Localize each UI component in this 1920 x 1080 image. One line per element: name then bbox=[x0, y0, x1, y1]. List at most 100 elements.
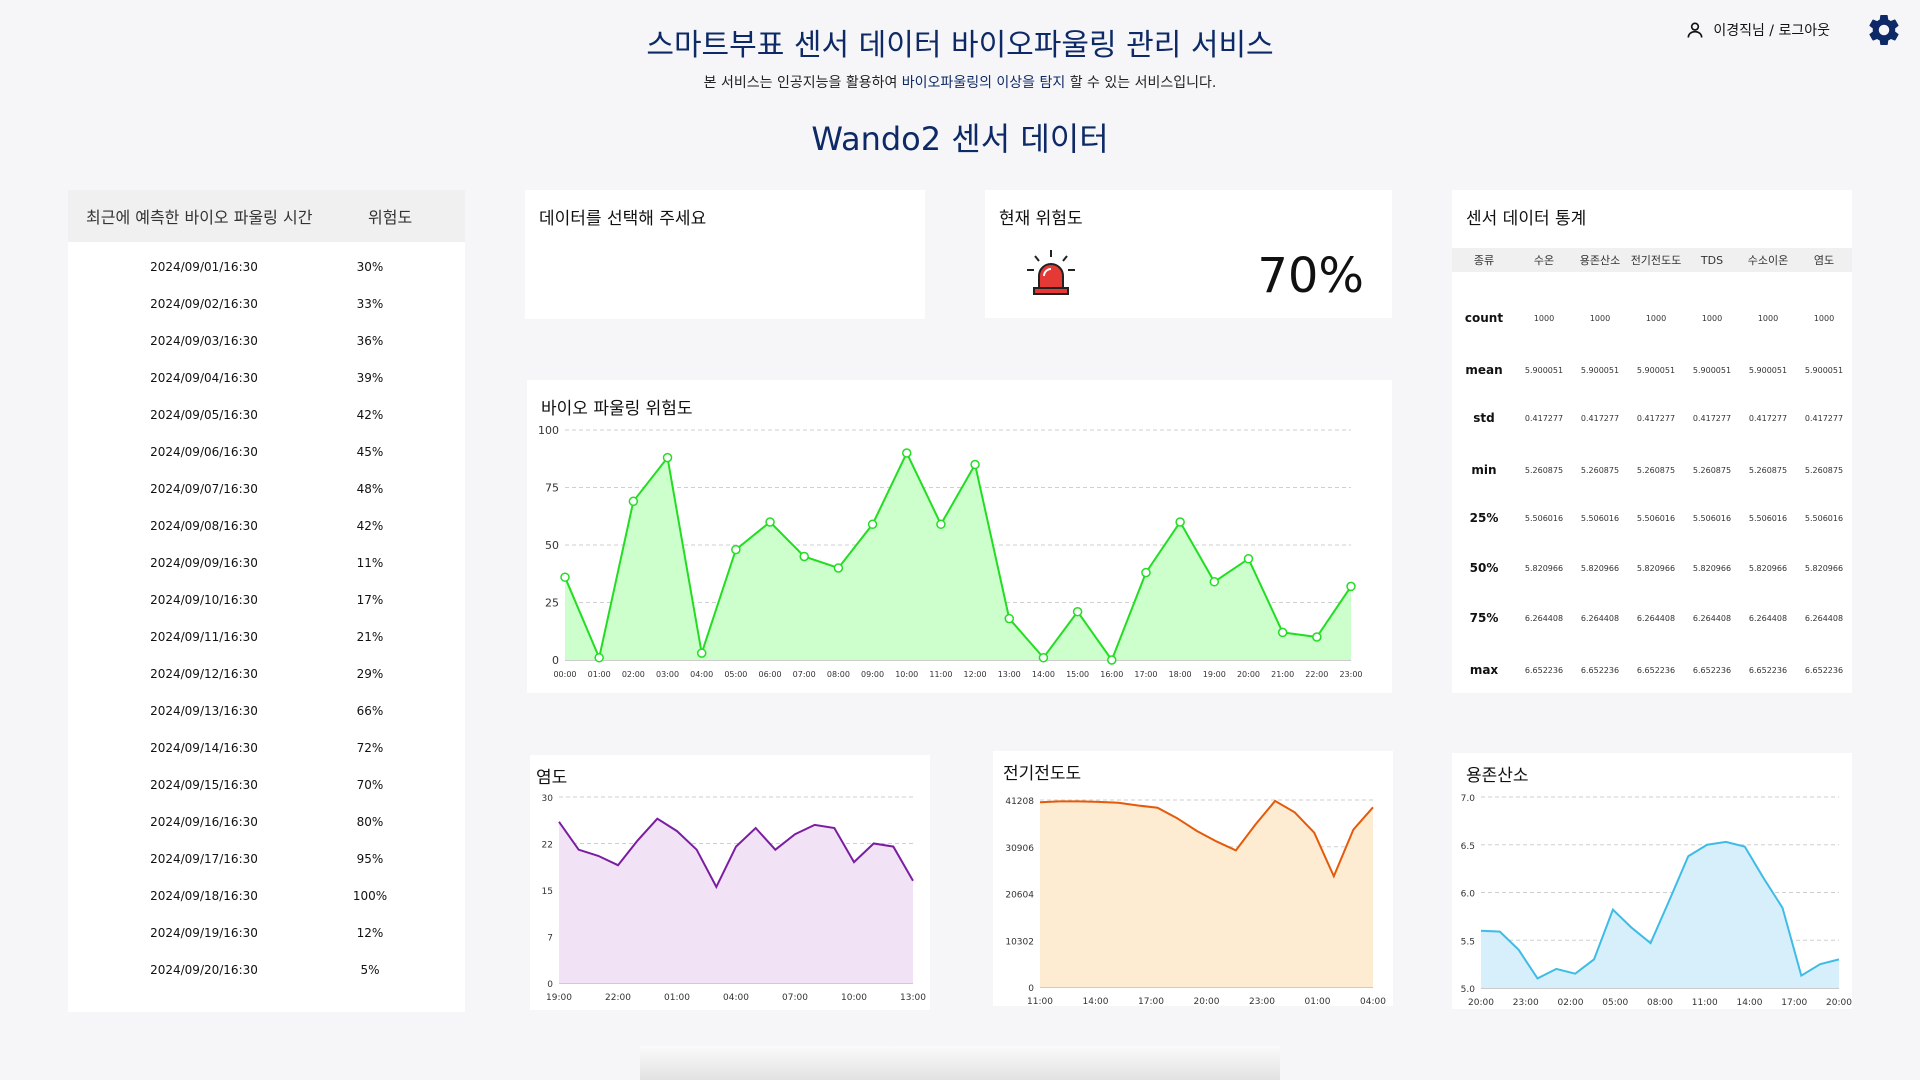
x-tick-label: 22:00 bbox=[605, 993, 631, 1003]
data-point bbox=[901, 448, 912, 458]
list-item[interactable]: 2024/09/12/16:30 29% bbox=[68, 655, 465, 692]
list-item[interactable]: 2024/09/13/16:30 66% bbox=[68, 692, 465, 729]
data-point bbox=[765, 517, 775, 527]
y-tick-label: 0 bbox=[552, 654, 559, 667]
user-menu[interactable]: 이경직님 / 로그아웃 bbox=[1685, 20, 1830, 40]
select-data-card[interactable]: 데이터를 선택해 주세요 bbox=[525, 190, 925, 319]
x-tick-label: 01:00 bbox=[664, 993, 690, 1003]
y-tick-label: 7.0 bbox=[1461, 794, 1476, 804]
stats-cell: 5.506016 bbox=[1804, 513, 1844, 523]
x-tick-label: 17:00 bbox=[1134, 670, 1157, 679]
stats-cell: 6.264408 bbox=[1524, 613, 1564, 623]
list-item[interactable]: 2024/09/09/16:30 11% bbox=[68, 544, 465, 581]
stats-cell: 5.820966 bbox=[1580, 563, 1620, 573]
data-point bbox=[1038, 652, 1049, 663]
stats-cell: 1000 bbox=[1645, 313, 1667, 323]
gear-icon[interactable] bbox=[1866, 12, 1902, 48]
list-item[interactable]: 2024/09/01/16:30 30% bbox=[68, 248, 465, 285]
col-header-time: 최근에 예측한 바이오 파울링 시간 bbox=[86, 208, 313, 227]
stats-cell: 5.260875 bbox=[1636, 465, 1676, 475]
stats-col-header: 용존산소 bbox=[1579, 254, 1621, 267]
x-tick-label: 20:00 bbox=[1194, 997, 1220, 1006]
data-point bbox=[1004, 613, 1015, 624]
data-point bbox=[1277, 627, 1288, 638]
stats-row: std 0.417277 0.417277 0.417277 0.417277 0.417… bbox=[1452, 408, 1852, 428]
x-tick-label: 09:00 bbox=[861, 670, 884, 679]
biofouling-chart-card: 바이오 파울링 위험도 0 25 50 75 100 00:00 01:00 02:00 03:… bbox=[527, 380, 1392, 693]
user-logout-link[interactable]: 이경직님 / 로그아웃 bbox=[1713, 23, 1830, 39]
list-item[interactable]: 2024/09/05/16:30 42% bbox=[68, 396, 465, 433]
list-item[interactable]: 2024/09/02/16:30 33% bbox=[68, 285, 465, 322]
page-subtitle: 본 서비스는 인공지능을 활용하여 바이오파울링의 이상을 탐지 할 수 있는 … bbox=[0, 72, 1920, 92]
x-tick-label: 07:00 bbox=[782, 993, 808, 1003]
list-item[interactable]: 2024/09/07/16:30 48% bbox=[68, 470, 465, 507]
bottom-panel-edge bbox=[640, 1046, 1280, 1080]
stats-row-label: 50% bbox=[1469, 561, 1499, 575]
list-item[interactable]: 2024/09/17/16:30 95% bbox=[68, 840, 465, 877]
list-item[interactable]: 2024/09/11/16:30 21% bbox=[68, 618, 465, 655]
x-tick-label: 04:00 bbox=[1360, 997, 1386, 1006]
current-risk-card: 현재 위험도 70% bbox=[985, 190, 1392, 318]
prediction-time: 2024/09/02/16:30 bbox=[150, 296, 258, 311]
stats-cell: 5.820966 bbox=[1692, 563, 1732, 573]
stats-cell: 5.820966 bbox=[1804, 563, 1844, 573]
stats-cell: 1000 bbox=[1813, 313, 1835, 323]
list-item[interactable]: 2024/09/06/16:30 45% bbox=[68, 433, 465, 470]
list-item[interactable]: 2024/09/10/16:30 17% bbox=[68, 581, 465, 618]
x-tick-label: 19:00 bbox=[546, 993, 572, 1003]
conductivity-chart-title: 전기전도도 bbox=[1003, 764, 1082, 784]
stats-cell: 5.260875 bbox=[1748, 465, 1788, 475]
stats-cell: 0.417277 bbox=[1580, 413, 1620, 423]
data-point bbox=[560, 572, 570, 582]
list-item[interactable]: 2024/09/18/16:30 100% bbox=[68, 877, 465, 914]
y-tick-label: 7 bbox=[547, 934, 553, 944]
data-point bbox=[799, 551, 809, 562]
stats-title: 센서 데이터 통계 bbox=[1466, 209, 1587, 229]
data-point bbox=[1346, 581, 1356, 592]
prediction-risk: 66% bbox=[356, 703, 384, 718]
list-item[interactable]: 2024/09/14/16:30 72% bbox=[68, 729, 465, 766]
prediction-time: 2024/09/19/16:30 bbox=[150, 925, 258, 940]
stats-row: count 1000 1000 1000 1000 1000 1000 bbox=[1452, 308, 1852, 328]
stats-cell: 5.506016 bbox=[1524, 513, 1564, 523]
area-fill bbox=[565, 453, 1351, 660]
prediction-time: 2024/09/10/16:30 bbox=[150, 592, 258, 607]
prediction-time: 2024/09/17/16:30 bbox=[150, 851, 258, 866]
y-tick-label: 6.0 bbox=[1461, 890, 1476, 900]
stats-row-label: mean bbox=[1465, 363, 1503, 377]
x-tick-label: 23:00 bbox=[1339, 670, 1362, 679]
area-fill bbox=[1481, 841, 1839, 988]
list-item[interactable]: 2024/09/08/16:30 42% bbox=[68, 507, 465, 544]
x-tick-label: 14:00 bbox=[1083, 997, 1109, 1006]
list-item[interactable]: 2024/09/20/16:30 5% bbox=[68, 951, 465, 988]
stats-table-header: 종류 수온 용존산소 전기전도도 TDS 수소이온 염도 bbox=[1452, 248, 1852, 272]
recent-prediction-list: 최근에 예측한 바이오 파울링 시간 위험도 2024/09/01/16:30 3… bbox=[68, 190, 465, 1012]
prediction-time: 2024/09/11/16:30 bbox=[150, 629, 258, 644]
dissolved-oxygen-chart-card: 용존산소 5.0 5.5 6.0 6.5 7.0 20:00 23:00 02:00 05:00… bbox=[1452, 753, 1852, 1009]
x-tick-label: 02:00 bbox=[622, 670, 645, 679]
data-point bbox=[1175, 517, 1185, 527]
prediction-risk: 95% bbox=[356, 851, 384, 866]
stats-col-header: 염도 bbox=[1813, 254, 1835, 267]
list-item[interactable]: 2024/09/03/16:30 36% bbox=[68, 322, 465, 359]
siren-icon bbox=[1027, 250, 1075, 295]
x-tick-label: 13:00 bbox=[900, 993, 926, 1003]
dissolved-oxygen-chart: 5.0 5.5 6.0 6.5 7.0 20:00 23:00 02:00 05:00 08:00… bbox=[1461, 794, 1852, 1008]
y-tick-label: 10302 bbox=[1005, 937, 1034, 947]
stats-cell: 6.652236 bbox=[1524, 665, 1564, 675]
stats-cell: 5.506016 bbox=[1580, 513, 1620, 523]
list-item[interactable]: 2024/09/15/16:30 70% bbox=[68, 766, 465, 803]
list-item[interactable]: 2024/09/16/16:30 80% bbox=[68, 803, 465, 840]
stats-row: min 5.260875 5.260875 5.260875 5.260875 5.260… bbox=[1452, 460, 1852, 480]
list-item[interactable]: 2024/09/19/16:30 12% bbox=[68, 914, 465, 951]
list-item[interactable]: 2024/09/04/16:30 39% bbox=[68, 359, 465, 396]
prediction-risk: 5% bbox=[360, 962, 380, 977]
prediction-risk: 29% bbox=[356, 666, 384, 681]
stats-cell: 5.506016 bbox=[1748, 513, 1788, 523]
subtitle-text-post: 할 수 있는 서비스입니다. bbox=[1065, 75, 1217, 91]
x-tick-label: 11:00 bbox=[1027, 997, 1053, 1006]
stats-cell: 5.260875 bbox=[1524, 465, 1564, 475]
y-tick-label: 30 bbox=[542, 794, 554, 804]
data-point bbox=[833, 563, 844, 573]
data-point bbox=[1312, 632, 1322, 642]
